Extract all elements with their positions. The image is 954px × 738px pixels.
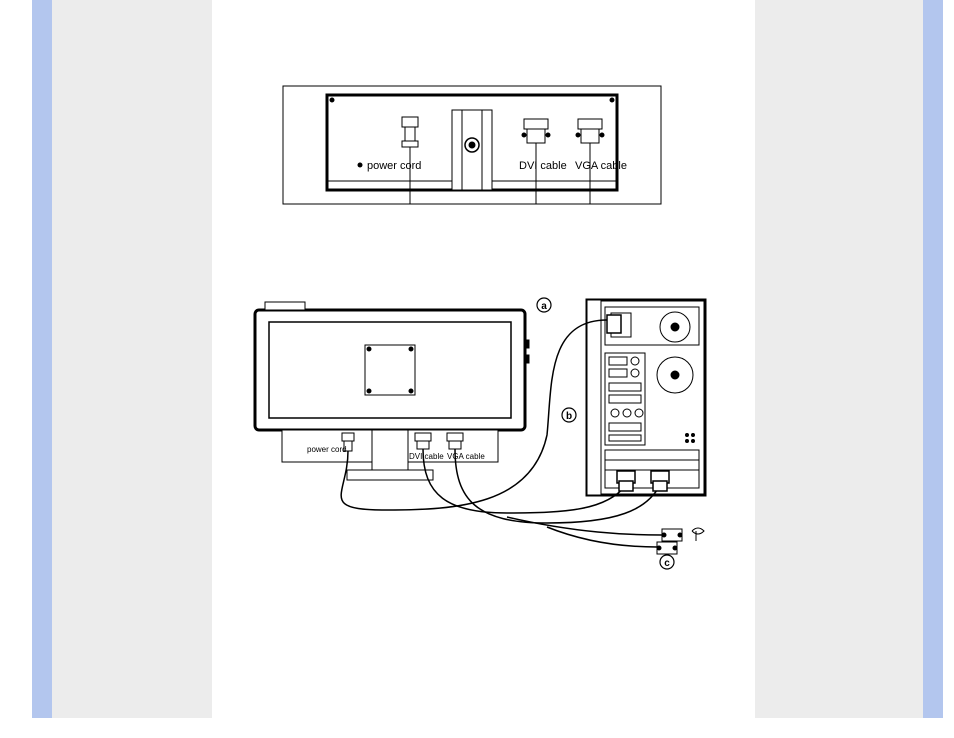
figure-2-monitor-to-pc-connection: power cord DVI cable VGA cable (247, 285, 742, 585)
figure-1-monitor-rear-closeup: power cord DVI cable VGA cable (282, 85, 662, 205)
label-dvi-cable: DVI cable (519, 160, 567, 172)
decorative-side-bar-right (923, 0, 943, 718)
label-vga-cable: VGA cable (575, 160, 627, 172)
callout-c: c (664, 558, 670, 569)
callout-a: a (541, 301, 547, 312)
callout-b: b (566, 411, 572, 422)
document-page: power cord DVI cable VGA cable (212, 0, 755, 718)
cable-spare-1 (507, 517, 662, 535)
label-power-cord-2: power cord (307, 445, 347, 454)
label-dvi-cable-2: DVI cable (409, 452, 444, 461)
decorative-side-bar-left (32, 0, 52, 718)
label-power-cord: power cord (367, 160, 421, 172)
margin-panel-right (755, 0, 923, 718)
monitor-rear (255, 302, 529, 480)
pc-tower-rear (587, 300, 705, 495)
cable-spare-2 (547, 527, 657, 547)
label-vga-cable-2: VGA cable (447, 452, 485, 461)
margin-panel-left (52, 0, 212, 718)
